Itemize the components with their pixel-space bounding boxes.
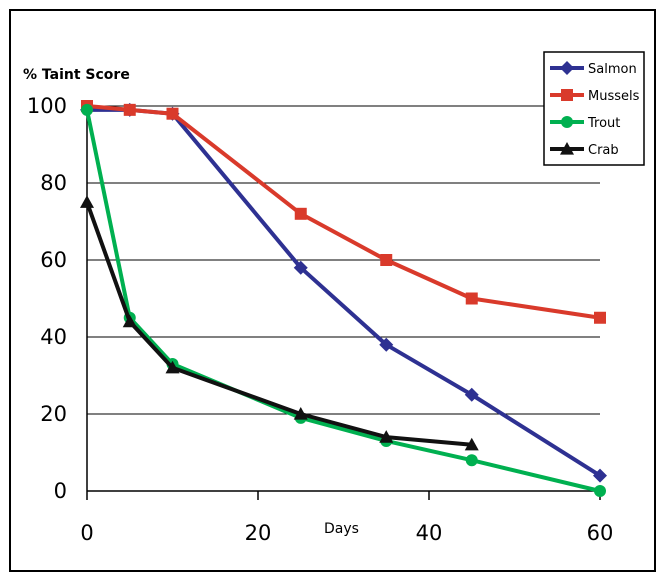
x-tick-label-40: 40 <box>416 521 443 545</box>
point-salmon-3 <box>293 260 308 275</box>
x-tick-labels: 0 20 40 60 <box>80 521 613 545</box>
legend-marker-crab <box>560 142 574 155</box>
legend-entry-salmon: Salmon <box>550 61 637 77</box>
x-tick-label-20: 20 <box>245 521 272 545</box>
point-mussels-5 <box>465 292 478 305</box>
point-crab-0 <box>80 195 94 208</box>
point-crab-1 <box>122 314 137 328</box>
point-salmon-6 <box>593 468 607 483</box>
gridlines <box>87 105 600 415</box>
y-tick-label-40: 40 <box>40 325 67 349</box>
point-salmon-5 <box>464 387 479 402</box>
legend-entry-crab: Crab <box>550 142 619 158</box>
x-tick-label-60: 60 <box>587 521 614 545</box>
point-crab-5 <box>464 437 479 451</box>
legend-label-crab: Crab <box>588 143 619 158</box>
legend-box <box>543 51 645 166</box>
point-crab-3 <box>293 407 308 420</box>
data-series <box>80 100 607 497</box>
y-tick-label-60: 60 <box>40 248 67 272</box>
legend: Salmon Mussels Trout Crab <box>543 51 645 166</box>
y-tick-label-0: 0 <box>54 479 67 503</box>
y-tick-label-80: 80 <box>40 171 67 195</box>
legend-marker-salmon <box>560 61 574 75</box>
axes <box>86 106 601 500</box>
series-line-crab <box>85 201 472 447</box>
point-trout-0 <box>81 103 93 116</box>
legend-marker-trout <box>561 116 573 128</box>
y-tick-label-100: 100 <box>27 94 67 118</box>
x-tick-label-0: 0 <box>80 521 93 545</box>
legend-marker-mussels <box>561 89 573 101</box>
point-crab-4 <box>379 430 394 443</box>
point-mussels-2 <box>166 107 179 120</box>
legend-label-trout: Trout <box>587 116 620 131</box>
legend-label-salmon: Salmon <box>588 62 637 77</box>
legend-label-mussels: Mussels <box>588 89 640 104</box>
point-trout-6 <box>594 485 606 497</box>
point-mussels-4 <box>380 254 393 266</box>
y-tick-labels: 0 20 40 60 80 100 <box>27 94 67 503</box>
series-mussels <box>81 100 606 324</box>
legend-entry-trout: Trout <box>550 116 620 131</box>
point-mussels-1 <box>123 103 136 116</box>
series-crab <box>80 195 479 451</box>
legend-entry-mussels: Mussels <box>550 89 640 104</box>
point-mussels-3 <box>294 207 307 220</box>
x-axis-label: Days <box>324 521 359 537</box>
point-crab-2 <box>165 360 180 374</box>
point-trout-5 <box>465 454 478 467</box>
y-tick-label-20: 20 <box>40 402 67 426</box>
point-mussels-6 <box>594 311 606 324</box>
point-salmon-4 <box>379 337 394 352</box>
y-axis-label: % Taint Score <box>23 67 130 83</box>
